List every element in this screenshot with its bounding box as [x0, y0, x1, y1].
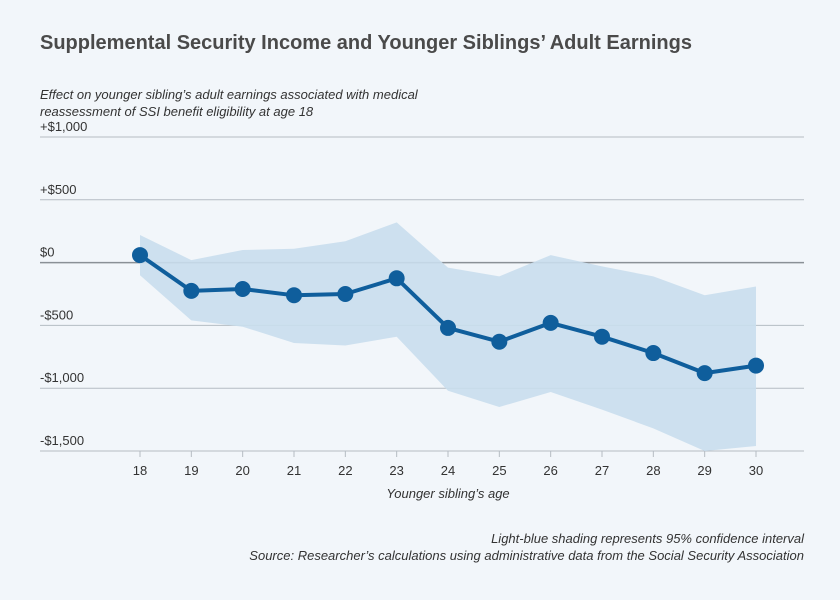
x-tick-label: 29: [697, 463, 711, 478]
x-tick-label: 27: [595, 463, 609, 478]
data-points: [132, 247, 764, 382]
data-point: [440, 319, 456, 336]
y-tick-label: -$500: [40, 307, 73, 322]
data-point: [748, 357, 764, 374]
y-tick-label: +$500: [40, 182, 77, 197]
chart-footer: Light-blue shading represents 95% confid…: [249, 530, 804, 564]
data-point: [645, 345, 662, 362]
x-tick-labels: 18 19 20 21 22 23 24 25 26 27 28 29 30: [133, 451, 763, 478]
data-point: [286, 287, 302, 304]
data-point: [337, 286, 354, 302]
data-point: [132, 247, 148, 264]
footer-source: Source: Researcher’s calculations using …: [249, 548, 804, 563]
x-tick-label: 21: [287, 463, 301, 478]
x-axis-title: Younger sibling’s age: [386, 486, 509, 501]
x-tick-label: 25: [492, 463, 506, 478]
data-point: [183, 282, 200, 299]
x-tick-label: 20: [235, 463, 249, 478]
y-tick-label: +$1,000: [40, 119, 87, 134]
y-tick-label: -$1,500: [40, 433, 84, 448]
chart-subtitle: Effect on younger sibling’s adult earnin…: [40, 87, 418, 119]
x-tick-label: 30: [749, 463, 763, 478]
confidence-band-area: [140, 222, 756, 451]
y-tick-label: -$1,000: [40, 370, 84, 385]
x-tick-label: 28: [646, 463, 660, 478]
x-tick-label: 26: [543, 463, 557, 478]
data-point: [234, 280, 251, 297]
data-point: [388, 270, 405, 287]
data-point: [696, 365, 713, 382]
data-point: [542, 314, 559, 331]
x-tick-label: 19: [184, 463, 198, 478]
footer-note: Light-blue shading represents 95% confid…: [491, 531, 804, 546]
x-tick-label: 22: [338, 463, 352, 478]
y-tick-label: $0: [40, 245, 54, 260]
data-point: [491, 333, 508, 350]
data-point: [594, 328, 610, 345]
chart-title: Supplemental Security Income and Younger…: [40, 32, 692, 54]
x-tick-label: 24: [441, 463, 455, 478]
x-tick-label: 23: [389, 463, 403, 478]
y-tick-labels: +$1,000 +$500 $0 -$500 -$1,000 -$1,500: [40, 119, 87, 448]
x-tick-label: 18: [133, 463, 147, 478]
confidence-band: [140, 222, 756, 451]
